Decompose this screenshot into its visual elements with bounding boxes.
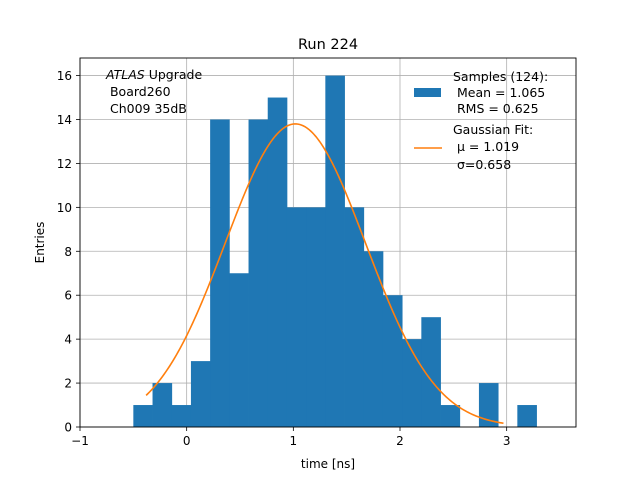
y-tick-label: 2 bbox=[64, 377, 72, 391]
histogram-bar bbox=[133, 405, 153, 427]
y-tick-label: 16 bbox=[57, 69, 72, 83]
y-tick-label: 6 bbox=[64, 289, 72, 303]
x-tick-label: −1 bbox=[71, 434, 89, 448]
gaussian-fit-curve bbox=[145, 123, 504, 425]
legend: Samples (124): Mean = 1.065 RMS = 0.625 … bbox=[414, 69, 548, 172]
histogram-bars bbox=[133, 75, 537, 428]
histogram-bar bbox=[440, 405, 461, 427]
histogram-bar bbox=[344, 207, 365, 427]
annotation-board: Board260 bbox=[106, 84, 171, 99]
y-tick-label: 12 bbox=[57, 157, 72, 171]
y-tick-label: 0 bbox=[64, 421, 72, 435]
histogram-bar bbox=[421, 317, 441, 427]
histogram-bar bbox=[229, 273, 249, 427]
histogram-bar bbox=[402, 339, 422, 427]
legend-fit-mu: μ = 1.019 bbox=[453, 139, 519, 154]
legend-samples-label: Samples (124): bbox=[453, 69, 548, 84]
x-tick-label: 2 bbox=[396, 434, 404, 448]
legend-samples-swatch bbox=[414, 88, 441, 97]
annotation-text: ATLAS Upgrade Board260 Ch009 35dB bbox=[105, 67, 202, 116]
legend-fit-label: Gaussian Fit: bbox=[453, 122, 533, 137]
histogram-bar bbox=[382, 295, 403, 427]
histogram-bar bbox=[267, 97, 288, 428]
legend-samples-mean: Mean = 1.065 bbox=[453, 85, 545, 100]
histogram-bar bbox=[286, 207, 307, 427]
histogram-bar bbox=[325, 75, 345, 428]
y-tick-label: 14 bbox=[57, 113, 72, 127]
histogram-bar bbox=[517, 405, 537, 427]
y-axis-label: Entries bbox=[33, 222, 47, 264]
plot-frame bbox=[79, 57, 577, 428]
annotation-channel: Ch009 35dB bbox=[106, 101, 187, 116]
x-tick-label: 0 bbox=[183, 434, 191, 448]
histogram-bar bbox=[190, 361, 211, 427]
y-tick-label: 10 bbox=[57, 201, 72, 215]
svg-text:ATLAS Upgrade: ATLAS Upgrade bbox=[105, 67, 202, 82]
x-tick-label: 1 bbox=[290, 434, 298, 448]
histogram-bar bbox=[171, 405, 192, 427]
histogram-bar bbox=[363, 251, 384, 427]
legend-fit-sigma: σ=0.658 bbox=[453, 157, 511, 172]
histogram-bar bbox=[306, 207, 326, 427]
chart-title: Run 224 bbox=[298, 37, 358, 53]
histogram-bar bbox=[248, 119, 269, 427]
annotation-upgrade: Upgrade bbox=[145, 67, 203, 82]
histogram-bar bbox=[152, 383, 173, 427]
y-tick-label: 8 bbox=[64, 245, 72, 259]
legend-samples-rms: RMS = 0.625 bbox=[453, 101, 539, 116]
annotation-atlas: ATLAS bbox=[105, 67, 145, 82]
y-tick-label: 4 bbox=[64, 333, 72, 347]
histogram-bar bbox=[478, 383, 499, 427]
histogram-bar bbox=[210, 119, 230, 427]
x-tick-label: 3 bbox=[503, 434, 511, 448]
x-axis-label: time [ns] bbox=[301, 457, 355, 471]
